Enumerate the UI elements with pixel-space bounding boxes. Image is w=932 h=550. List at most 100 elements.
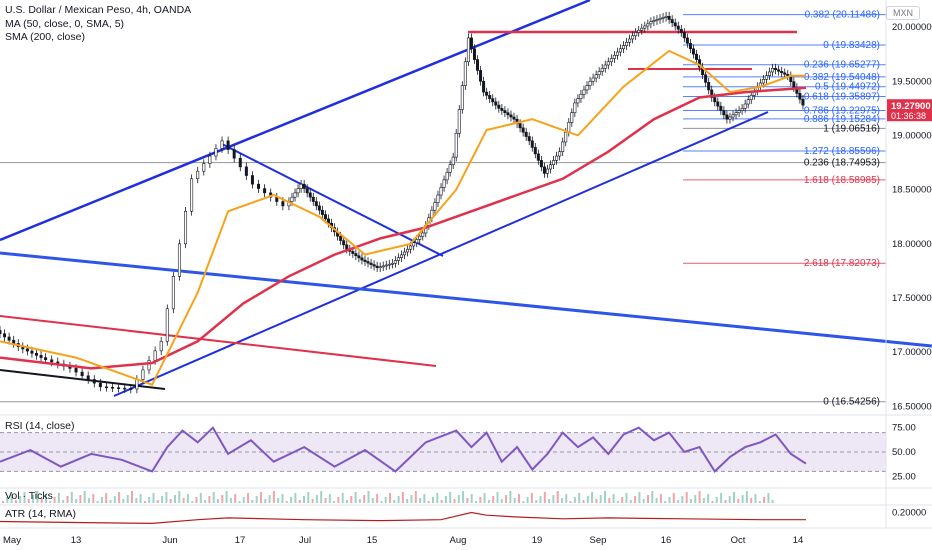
candle-body: [628, 38, 632, 43]
candle-body: [387, 263, 391, 266]
volume-bar: [539, 496, 542, 503]
candle-body: [637, 30, 641, 33]
candle-body: [728, 116, 732, 120]
red-descending-line: [0, 315, 437, 367]
volume-bar: [225, 491, 228, 503]
candle-body: [74, 368, 78, 373]
volume-bar: [582, 500, 585, 503]
volume-bar: [45, 494, 47, 503]
candle-body: [749, 95, 753, 100]
candle-body: [521, 127, 525, 133]
volume-bar: [397, 496, 400, 503]
fib-level-label: 0.236 (18.74953): [804, 158, 880, 169]
atr-legend[interactable]: ATR (14, RMA): [5, 508, 76, 520]
volume-bar: [707, 494, 710, 503]
volume-legend[interactable]: Vol · Ticks: [5, 490, 53, 502]
candle-body: [740, 108, 744, 111]
candle-body: [98, 382, 102, 388]
volume-bar: [698, 491, 701, 503]
volume-bar: [543, 492, 546, 503]
volume-bar: [393, 500, 396, 503]
volume-bar: [599, 495, 602, 503]
volume-bar: [548, 499, 551, 503]
x-tick-label: Sep: [590, 535, 607, 546]
volume-bar: [741, 495, 744, 503]
volume-bar: [475, 501, 477, 503]
y-tick-label: 16.50000: [892, 401, 932, 412]
candle-body: [625, 41, 629, 46]
volume-bar: [191, 501, 194, 503]
volume-bar: [406, 499, 409, 503]
rsi-legend[interactable]: RSI (14, close): [5, 420, 75, 432]
volume-bar: [23, 492, 26, 503]
volume-bar: [573, 497, 576, 503]
volume-bar: [659, 494, 662, 503]
candle-body: [153, 350, 157, 361]
candle-body: [649, 21, 653, 25]
candle-body: [238, 157, 242, 168]
sma200-legend[interactable]: SMA (200, close): [5, 31, 85, 43]
candle-body: [494, 101, 498, 106]
volume-bar: [432, 497, 434, 503]
rsi-tick-label: 50.00: [892, 447, 916, 458]
y-tick-label: 19.00000: [892, 130, 932, 141]
currency-badge[interactable]: MXN: [886, 6, 920, 20]
candle-body: [764, 75, 768, 80]
volume-bar: [10, 493, 13, 503]
candle-body: [691, 48, 695, 55]
x-tick-label: Jun: [162, 535, 177, 546]
volume-bar: [535, 500, 538, 503]
candle-body: [460, 85, 464, 110]
volume-bar: [449, 492, 452, 503]
volume-bar: [625, 493, 628, 503]
volume-bar: [728, 496, 731, 503]
volume-bar: [685, 492, 688, 503]
fib-retracement: 0.382 (20.11486) 0 (19.83428) 0.236 (19.65…: [0, 10, 886, 408]
candle-body: [737, 110, 741, 113]
candle-body: [539, 160, 543, 168]
volume-bar: [595, 499, 598, 503]
candle-body: [719, 105, 723, 111]
volume-bar: [143, 501, 146, 503]
ma50-legend[interactable]: MA (50, close, 0, SMA, 5): [5, 18, 125, 30]
rsi-pane: 75.00 50.00 25.00: [0, 423, 916, 482]
candle-body: [226, 140, 230, 150]
candle-body: [314, 201, 318, 207]
candle-body: [263, 188, 267, 194]
volume-bar: [758, 501, 761, 503]
candle-body: [579, 93, 583, 99]
fib-level-label: 1.618 (18.58985): [804, 175, 880, 186]
volume-bar: [444, 496, 447, 503]
candle-body: [685, 37, 689, 44]
fib-level-label: 0.886 (19.15284): [804, 114, 880, 125]
volume-bar: [277, 498, 280, 503]
candle-body: [339, 235, 343, 241]
volume-bar: [195, 497, 198, 503]
candle-body: [296, 188, 300, 194]
candle-body: [640, 27, 644, 31]
candle-body: [366, 261, 370, 264]
candle-body: [725, 114, 729, 120]
volume-bar: [251, 500, 254, 503]
candle-body: [323, 214, 327, 220]
candle-body: [777, 69, 781, 72]
trendlines: [0, 0, 932, 397]
volume-bar: [70, 492, 73, 503]
candle-body: [80, 371, 84, 377]
rsi-line: [0, 426, 807, 473]
volume-bar: [212, 492, 215, 503]
volume-bar: [217, 499, 219, 503]
volume-bar: [285, 501, 288, 503]
volume-bar: [677, 500, 680, 503]
candle-body: [597, 71, 601, 76]
x-tick-label: May: [3, 535, 21, 546]
volume-bar: [419, 498, 422, 503]
candle-body: [220, 140, 224, 149]
volume-bar: [651, 491, 654, 503]
volume-bar: [556, 491, 559, 503]
candle-body: [384, 264, 388, 267]
volume-bar: [2, 501, 4, 503]
candle-body: [293, 192, 297, 198]
